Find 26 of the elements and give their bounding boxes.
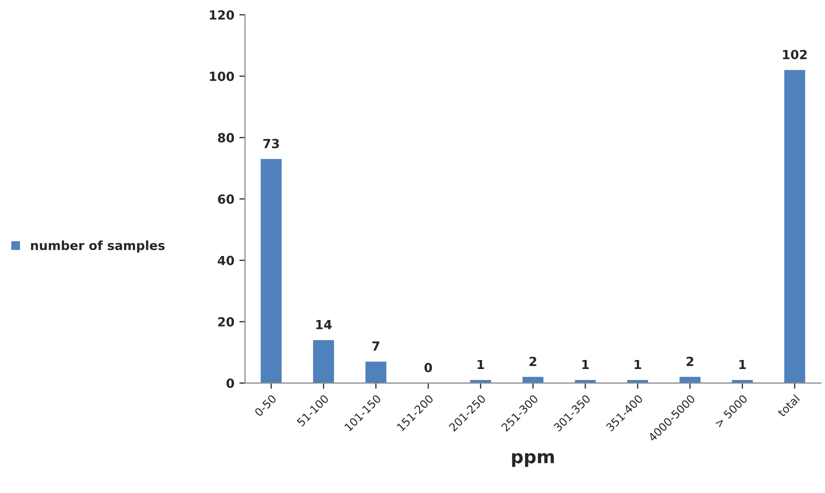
bar	[680, 376, 700, 384]
bar	[260, 159, 282, 384]
y-tick-label: 100	[210, 72, 234, 82]
data-label: 2	[530, 356, 536, 366]
data-label: 1	[582, 360, 589, 370]
y-tick-label: 0	[226, 378, 234, 388]
y-tick-label: 80	[218, 133, 234, 142]
bar	[365, 362, 386, 384]
data-label: 102	[783, 50, 807, 60]
y-tick-label: 20	[218, 317, 234, 327]
data-label: 7	[372, 342, 380, 351]
y-tick-label: 120	[210, 10, 234, 20]
x-axis-title: ppm	[512, 453, 554, 467]
data-label: 14	[316, 320, 332, 330]
bar	[522, 376, 544, 384]
bar	[313, 340, 334, 384]
y-tick-label: 60	[218, 194, 234, 204]
y-tick-label: 40	[218, 256, 234, 266]
data-label: 1	[478, 360, 484, 370]
legend-label: number of samples	[31, 240, 165, 253]
data-label: 1	[739, 360, 746, 370]
data-label: 1	[634, 360, 642, 370]
data-label: 2	[686, 356, 694, 366]
data-label: 0	[424, 362, 432, 372]
bar	[784, 70, 806, 384]
data-label: 73	[263, 138, 279, 148]
